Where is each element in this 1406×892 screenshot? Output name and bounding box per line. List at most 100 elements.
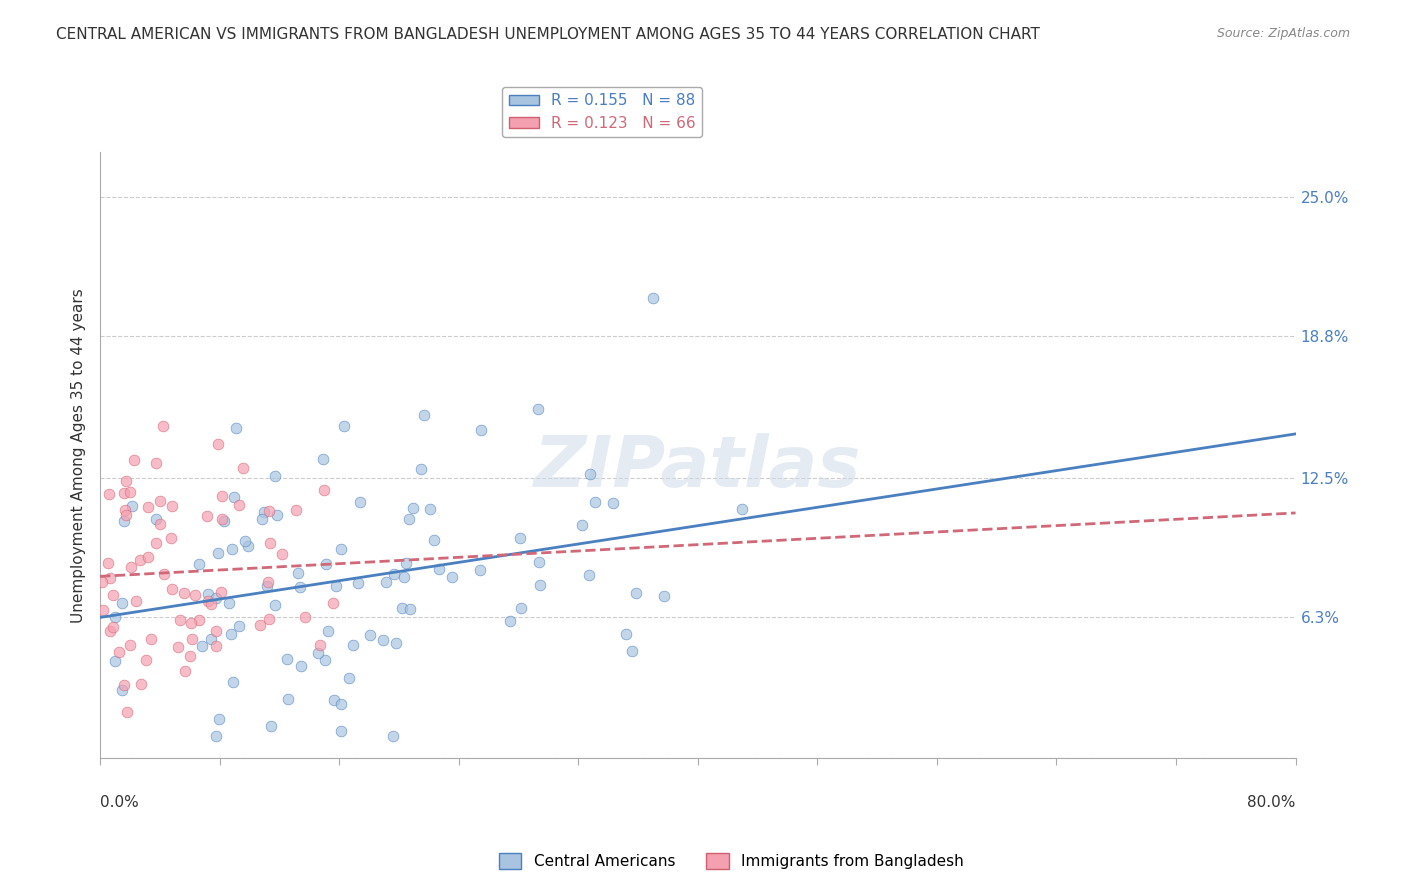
Point xyxy=(290,659,312,673)
Point xyxy=(259,536,281,550)
Point xyxy=(263,598,285,612)
Point xyxy=(232,460,254,475)
Point xyxy=(184,588,207,602)
Point xyxy=(314,653,336,667)
Point xyxy=(427,562,450,576)
Point xyxy=(211,489,233,503)
Point xyxy=(118,638,141,652)
Point xyxy=(382,567,405,582)
Point xyxy=(162,582,184,596)
Point xyxy=(93,603,115,617)
Point xyxy=(129,553,152,567)
Point xyxy=(103,588,125,602)
Point xyxy=(330,542,353,557)
Point xyxy=(152,418,174,433)
Point xyxy=(641,291,664,305)
Point xyxy=(652,589,675,603)
Point xyxy=(208,712,231,726)
Point xyxy=(205,591,228,605)
Point xyxy=(264,468,287,483)
Point xyxy=(342,638,364,652)
Point xyxy=(145,456,167,470)
Point xyxy=(391,601,413,615)
Point xyxy=(112,514,135,528)
Point xyxy=(277,692,299,706)
Point xyxy=(188,614,211,628)
Point xyxy=(205,624,228,638)
Legend: R = 0.155   N = 88, R = 0.123   N = 66: R = 0.155 N = 88, R = 0.123 N = 66 xyxy=(502,87,702,137)
Point xyxy=(218,596,240,610)
Point xyxy=(197,594,219,608)
Point xyxy=(90,575,112,590)
Point xyxy=(179,648,201,663)
Point xyxy=(419,502,441,516)
Point xyxy=(121,499,143,513)
Point xyxy=(221,627,243,641)
Point xyxy=(180,615,202,630)
Point xyxy=(207,546,229,560)
Point xyxy=(257,612,280,626)
Point xyxy=(284,503,307,517)
Point xyxy=(271,547,294,561)
Point xyxy=(398,512,420,526)
Y-axis label: Unemployment Among Ages 35 to 44 years: Unemployment Among Ages 35 to 44 years xyxy=(72,288,86,623)
Point xyxy=(197,587,219,601)
Point xyxy=(120,560,142,574)
Point xyxy=(294,609,316,624)
Point xyxy=(211,512,233,526)
Point xyxy=(620,644,643,658)
Point xyxy=(440,570,463,584)
Point xyxy=(205,639,228,653)
Point xyxy=(347,575,370,590)
Point xyxy=(529,578,551,592)
Point xyxy=(233,534,256,549)
Point xyxy=(111,596,134,610)
Point xyxy=(238,539,260,553)
Point xyxy=(169,613,191,627)
Point xyxy=(333,418,356,433)
Point xyxy=(125,594,148,608)
Point xyxy=(141,632,163,647)
Point xyxy=(98,624,121,639)
Point xyxy=(249,618,271,632)
Point xyxy=(731,502,754,516)
Point xyxy=(316,624,339,638)
Point xyxy=(207,437,229,451)
Point xyxy=(571,518,593,533)
Point xyxy=(307,646,329,660)
Point xyxy=(322,596,344,610)
Point xyxy=(149,493,172,508)
Point xyxy=(212,514,235,528)
Point xyxy=(527,402,550,417)
Point xyxy=(166,640,188,655)
Text: ZIPatlas: ZIPatlas xyxy=(534,433,862,502)
Point xyxy=(222,490,245,504)
Point xyxy=(510,600,533,615)
Point xyxy=(108,645,131,659)
Point xyxy=(114,503,136,517)
Point xyxy=(276,652,298,666)
Point xyxy=(253,504,276,518)
Text: 80.0%: 80.0% xyxy=(1247,795,1295,810)
Point xyxy=(98,571,121,585)
Point xyxy=(359,628,381,642)
Point xyxy=(349,495,371,509)
Point xyxy=(222,675,245,690)
Point xyxy=(160,499,183,513)
Point xyxy=(145,536,167,550)
Point xyxy=(115,705,138,719)
Point xyxy=(136,550,159,565)
Point xyxy=(423,533,446,547)
Point xyxy=(309,638,332,652)
Point xyxy=(221,542,243,557)
Point xyxy=(138,500,160,514)
Point xyxy=(374,574,396,589)
Point xyxy=(173,664,195,678)
Point xyxy=(104,654,127,668)
Point xyxy=(583,495,606,509)
Point xyxy=(624,585,647,599)
Point xyxy=(188,557,211,571)
Point xyxy=(195,508,218,523)
Point xyxy=(103,619,125,633)
Point xyxy=(509,531,531,545)
